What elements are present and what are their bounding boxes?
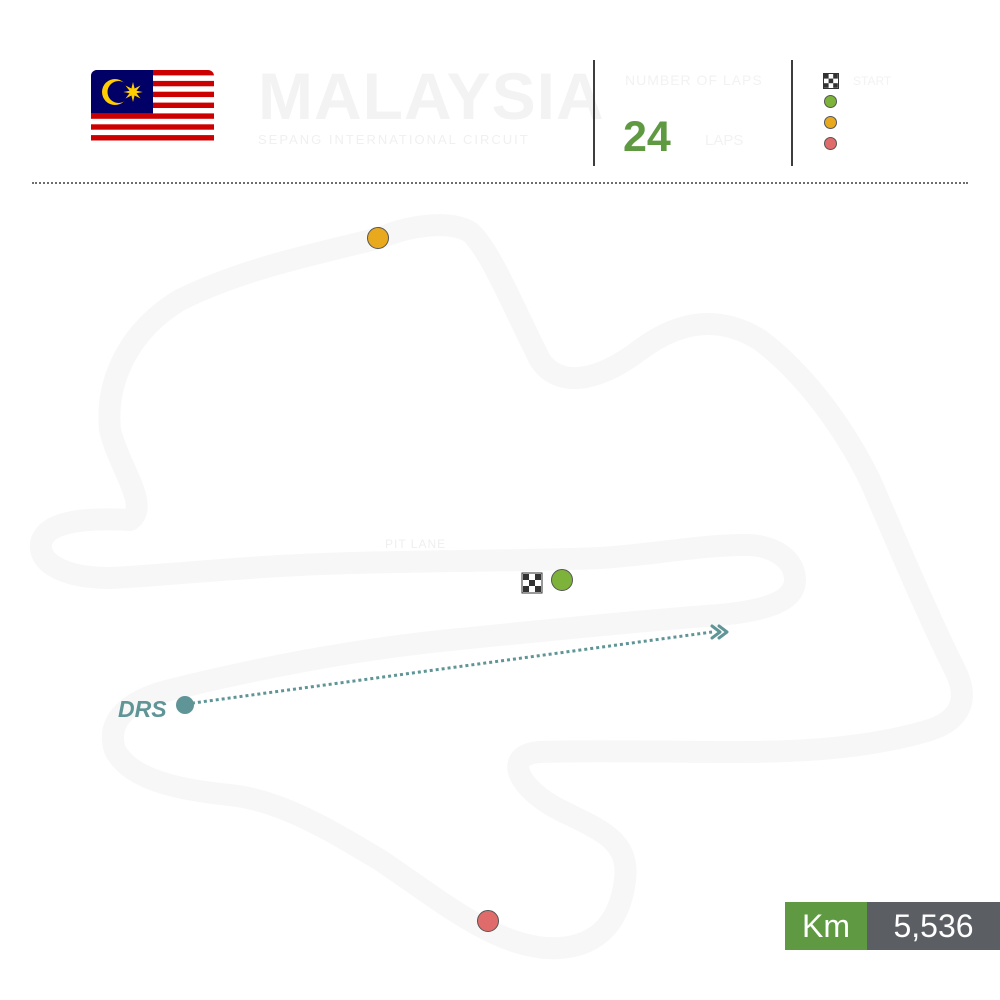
legend: START bbox=[823, 70, 891, 154]
yellow-marker-icon bbox=[367, 227, 389, 249]
length-value: 5,536 bbox=[867, 902, 1000, 950]
header-divider bbox=[791, 60, 793, 166]
circuit-name: SEPANG INTERNATIONAL CIRCUIT bbox=[258, 132, 530, 147]
track-outline bbox=[29, 214, 973, 960]
legend-item bbox=[823, 91, 891, 112]
checkered-flag-icon bbox=[823, 72, 839, 89]
legend-item bbox=[823, 112, 891, 133]
legend-item bbox=[823, 133, 891, 154]
drs-start-dot bbox=[176, 696, 194, 714]
drs-label: DRS bbox=[118, 696, 167, 722]
red-dot-icon bbox=[824, 137, 837, 150]
checkered-flag-icon bbox=[521, 572, 543, 594]
laps-label: NUMBER OF LAPS bbox=[625, 72, 763, 88]
length-unit: Km bbox=[785, 902, 867, 950]
legend-label: START bbox=[853, 73, 892, 88]
malaysia-flag-icon bbox=[91, 70, 214, 146]
legend-item: START bbox=[823, 70, 891, 91]
laps-value: 24 bbox=[623, 113, 671, 161]
yellow-dot-icon bbox=[824, 116, 837, 129]
header-separator bbox=[32, 182, 968, 184]
header-divider bbox=[593, 60, 595, 166]
red-marker-icon bbox=[477, 910, 499, 932]
track-length: Km 5,536 bbox=[785, 902, 1000, 950]
green-dot-icon bbox=[824, 95, 837, 108]
laps-unit: LAPS bbox=[705, 132, 744, 149]
pit-lane-label: PIT LANE bbox=[385, 537, 446, 551]
drs-zone-line bbox=[185, 630, 713, 706]
green-marker-icon bbox=[551, 569, 573, 591]
drs-arrow-icon bbox=[710, 624, 729, 640]
country-name: MALAYSIA bbox=[258, 59, 605, 133]
